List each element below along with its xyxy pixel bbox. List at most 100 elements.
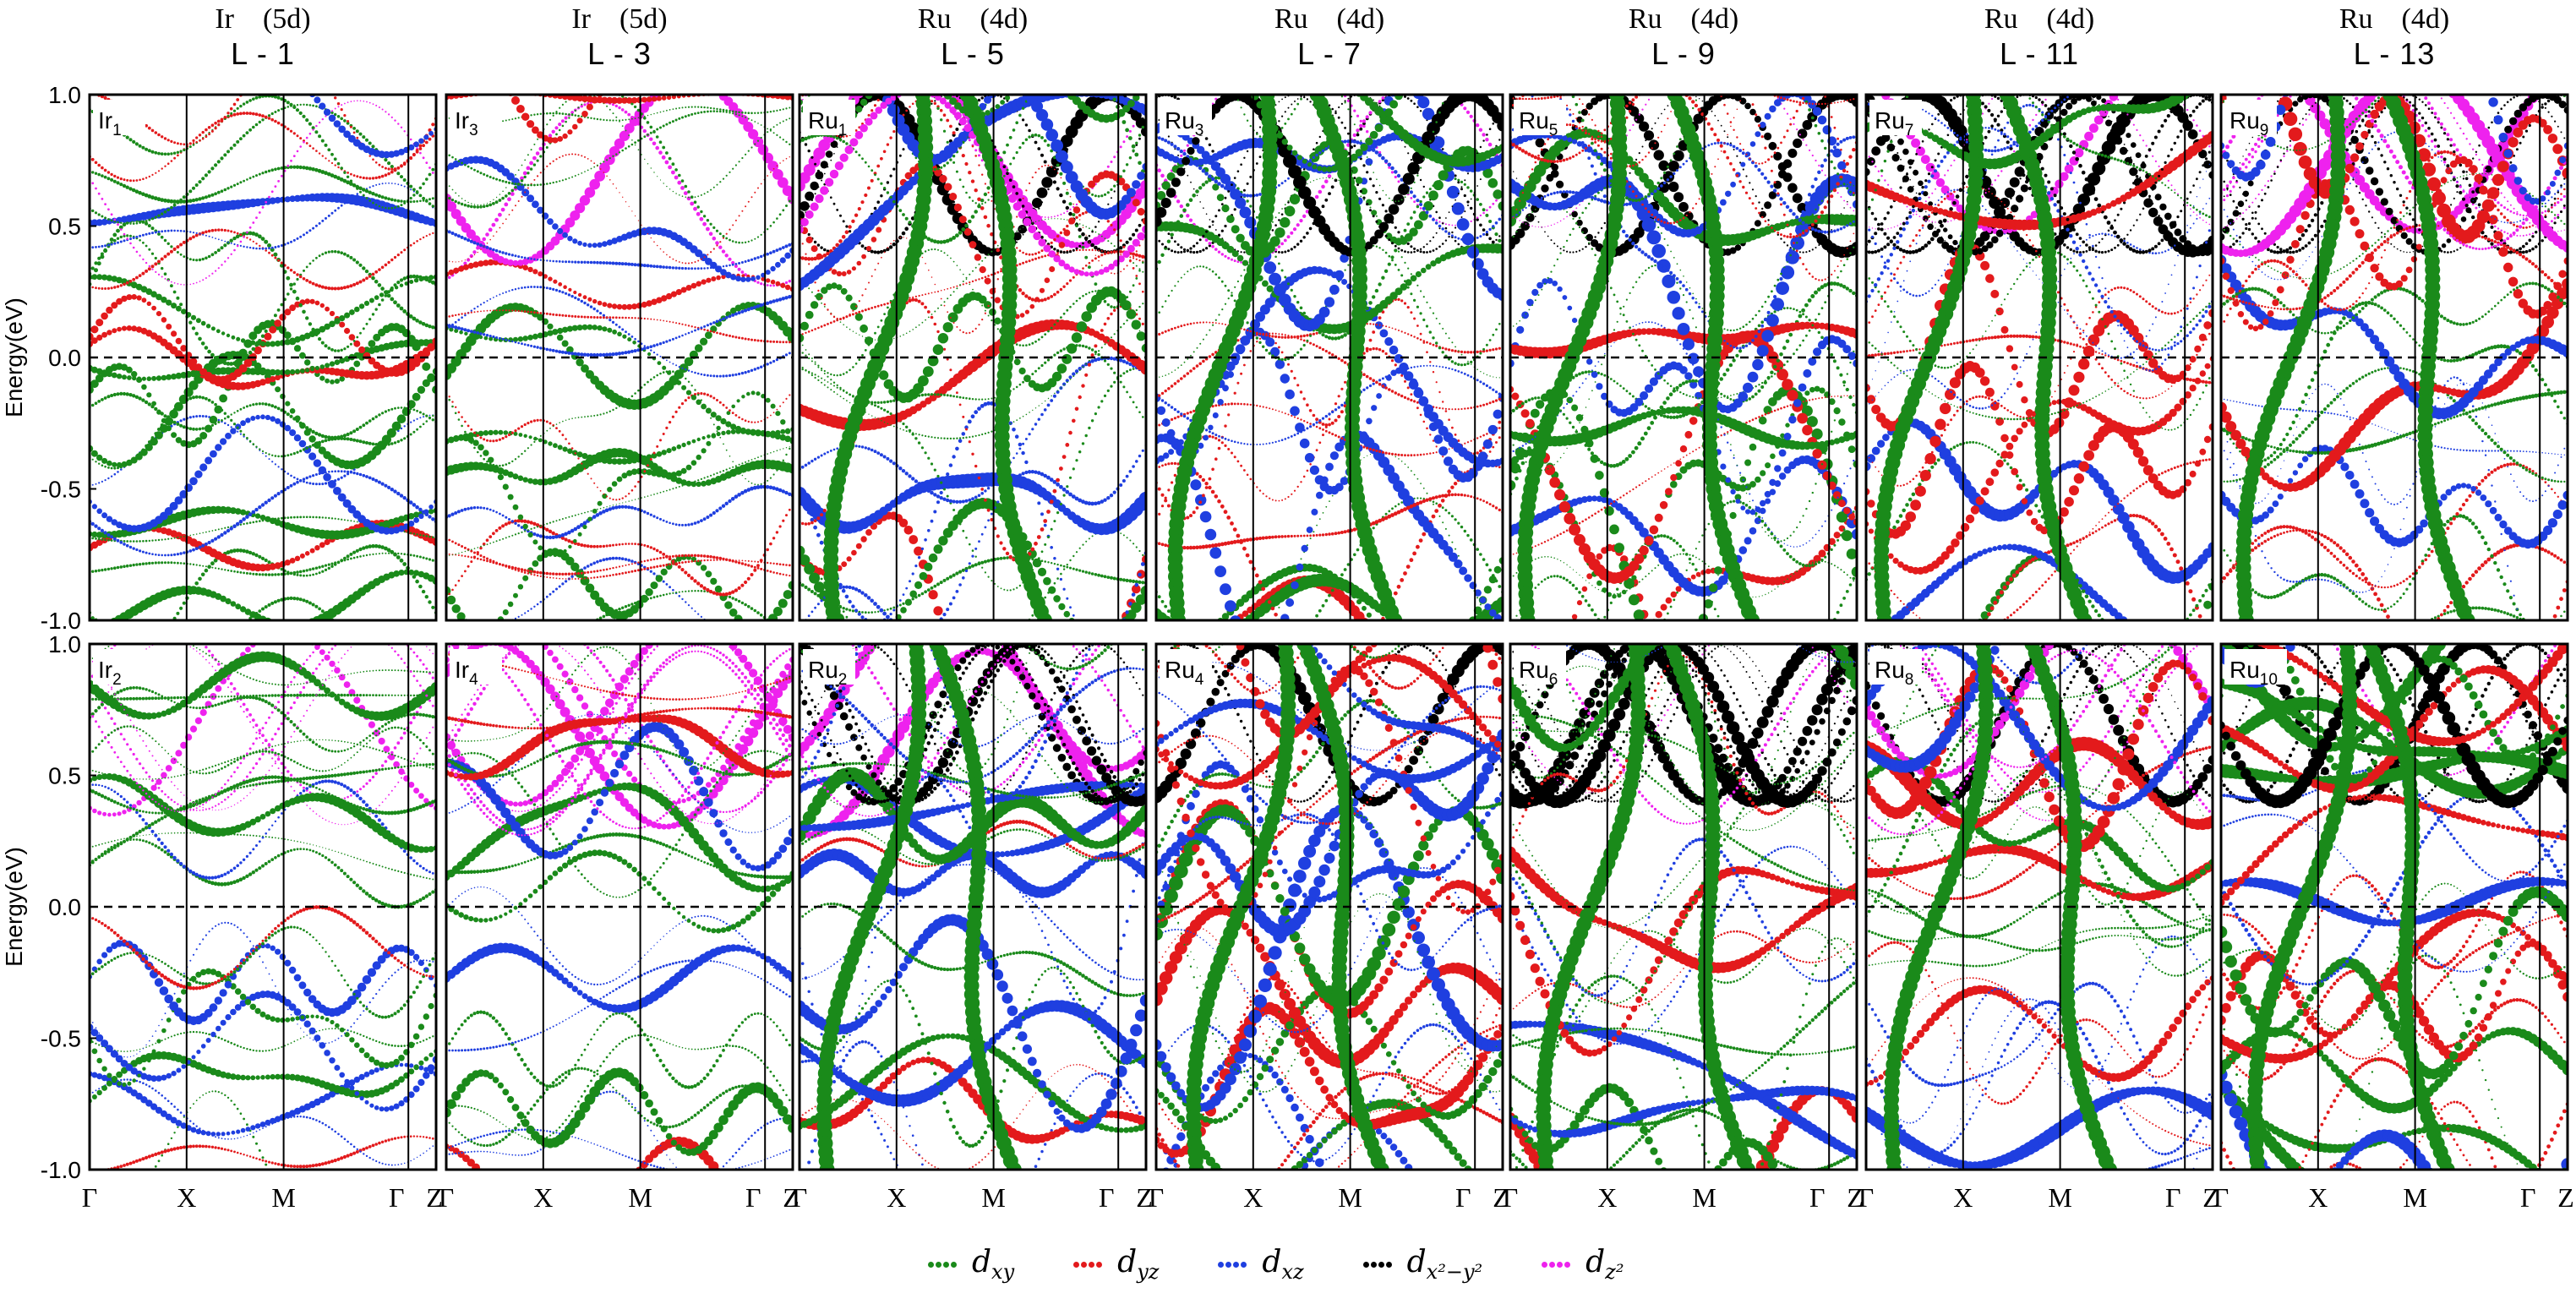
band-point-dxy — [334, 436, 337, 439]
band-point-dyz — [473, 556, 476, 559]
band-point-dxy — [773, 451, 775, 453]
band-point-dyz — [599, 570, 602, 572]
band-point-dyz — [732, 559, 734, 561]
band-point-dxy — [724, 601, 732, 608]
band-point-dxy — [261, 557, 265, 560]
band-point-dyz — [325, 286, 328, 290]
band-point-dxy — [719, 437, 721, 439]
band-point-dxy — [381, 412, 384, 414]
band-point-dyz — [120, 177, 123, 180]
band-point-dxz — [193, 416, 195, 418]
band-point-dxz — [145, 552, 148, 554]
band-point-dxy — [259, 402, 261, 405]
band-point-dxy — [148, 248, 150, 251]
band-point-dxz — [756, 256, 759, 259]
band-point-dxz — [107, 477, 109, 479]
band-point-dxy — [413, 532, 415, 534]
band-point-dxy — [199, 396, 202, 399]
band-point-dxz — [215, 237, 216, 239]
band-point-dyz — [600, 490, 602, 492]
band-point-dxz — [255, 248, 258, 250]
band-point-dxz — [92, 504, 97, 509]
band-point-dxy — [533, 437, 538, 441]
band-point-dxy — [196, 533, 198, 535]
band-point-dxy — [467, 625, 476, 633]
band-point-dxz — [530, 286, 532, 288]
band-point-dxy — [296, 108, 299, 112]
band-point-dxy — [308, 123, 312, 126]
band-point-dxz — [477, 306, 478, 308]
band-point-dxy — [221, 568, 222, 570]
band-point-dxz — [106, 533, 110, 537]
band-point-dxy — [390, 165, 394, 168]
band-point-dxy — [647, 495, 649, 497]
band-point-dxz — [271, 461, 273, 462]
band-point-dz2 — [338, 106, 340, 107]
band-point-dxy — [409, 570, 413, 575]
band-point-dxy — [205, 257, 208, 260]
band-point-dxy — [145, 245, 148, 248]
band-point-dxz — [463, 328, 467, 331]
band-point-dxy — [489, 543, 491, 544]
band-point-dyz — [656, 549, 659, 553]
band-point-dxy — [488, 457, 494, 463]
band-point-dxy — [128, 393, 132, 396]
band-point-dxy — [217, 160, 221, 163]
band-point-dxy — [562, 518, 564, 520]
band-point-dxy — [368, 199, 371, 202]
band-point-dyz — [568, 443, 570, 445]
band-point-dxz — [356, 472, 358, 475]
band-point-dyz — [745, 419, 747, 422]
band-point-dxy — [416, 190, 418, 193]
band-point-dxy — [299, 352, 306, 359]
band-point-dxy — [359, 303, 364, 308]
band-point-dxy — [277, 308, 281, 312]
band-point-dxy — [253, 521, 255, 524]
band-point-dxy — [701, 565, 707, 570]
band-point-dyz — [761, 420, 762, 422]
band-point-dxz — [533, 259, 536, 261]
band-point-dxz — [221, 240, 223, 242]
band-point-dyz — [725, 334, 728, 336]
band-point-dxy — [658, 361, 662, 365]
band-point-dxy — [191, 315, 196, 320]
band-point-dyz — [101, 287, 103, 290]
band-point-dxy — [95, 401, 98, 405]
band-point-dxy — [297, 574, 299, 576]
band-point-dyz — [505, 435, 507, 438]
band-point-dxy — [201, 396, 205, 400]
band-point-dxy — [95, 211, 97, 214]
band-point-dxy — [96, 455, 102, 461]
band-point-dyz — [142, 297, 147, 303]
band-point-dxz — [461, 316, 463, 319]
band-point-dxy — [744, 603, 747, 607]
band-point-dyz — [716, 559, 718, 561]
band-point-dyz — [448, 315, 450, 318]
band-point-dxz — [461, 327, 464, 330]
band-point-dxy — [173, 291, 177, 294]
band-point-dxy — [170, 561, 172, 564]
band-point-dxy — [582, 525, 587, 529]
band-point-dyz — [716, 276, 721, 281]
band-point-dxy — [312, 105, 314, 107]
band-point-dxy — [104, 396, 107, 400]
band-point-dxy — [296, 278, 298, 281]
band-point-dxz — [397, 183, 399, 185]
band-point-dxy — [318, 134, 321, 138]
band-point-dxy — [706, 441, 711, 446]
band-point-dxy — [612, 330, 617, 335]
band-point-dxy — [119, 626, 123, 630]
band-point-dxy — [723, 470, 724, 472]
band-point-dxy — [474, 548, 476, 549]
band-point-dxy — [404, 531, 406, 532]
band-point-dxz — [250, 416, 255, 421]
band-point-dyz — [750, 573, 754, 576]
band-point-dxz — [341, 205, 343, 207]
band-point-dxz — [663, 520, 665, 522]
band-point-dyz — [628, 493, 630, 494]
band-point-dxz — [581, 261, 583, 264]
band-point-dxz — [614, 262, 618, 265]
band-point-dxz — [255, 415, 260, 420]
band-point-dyz — [122, 326, 127, 331]
band-point-dyz — [488, 535, 492, 538]
